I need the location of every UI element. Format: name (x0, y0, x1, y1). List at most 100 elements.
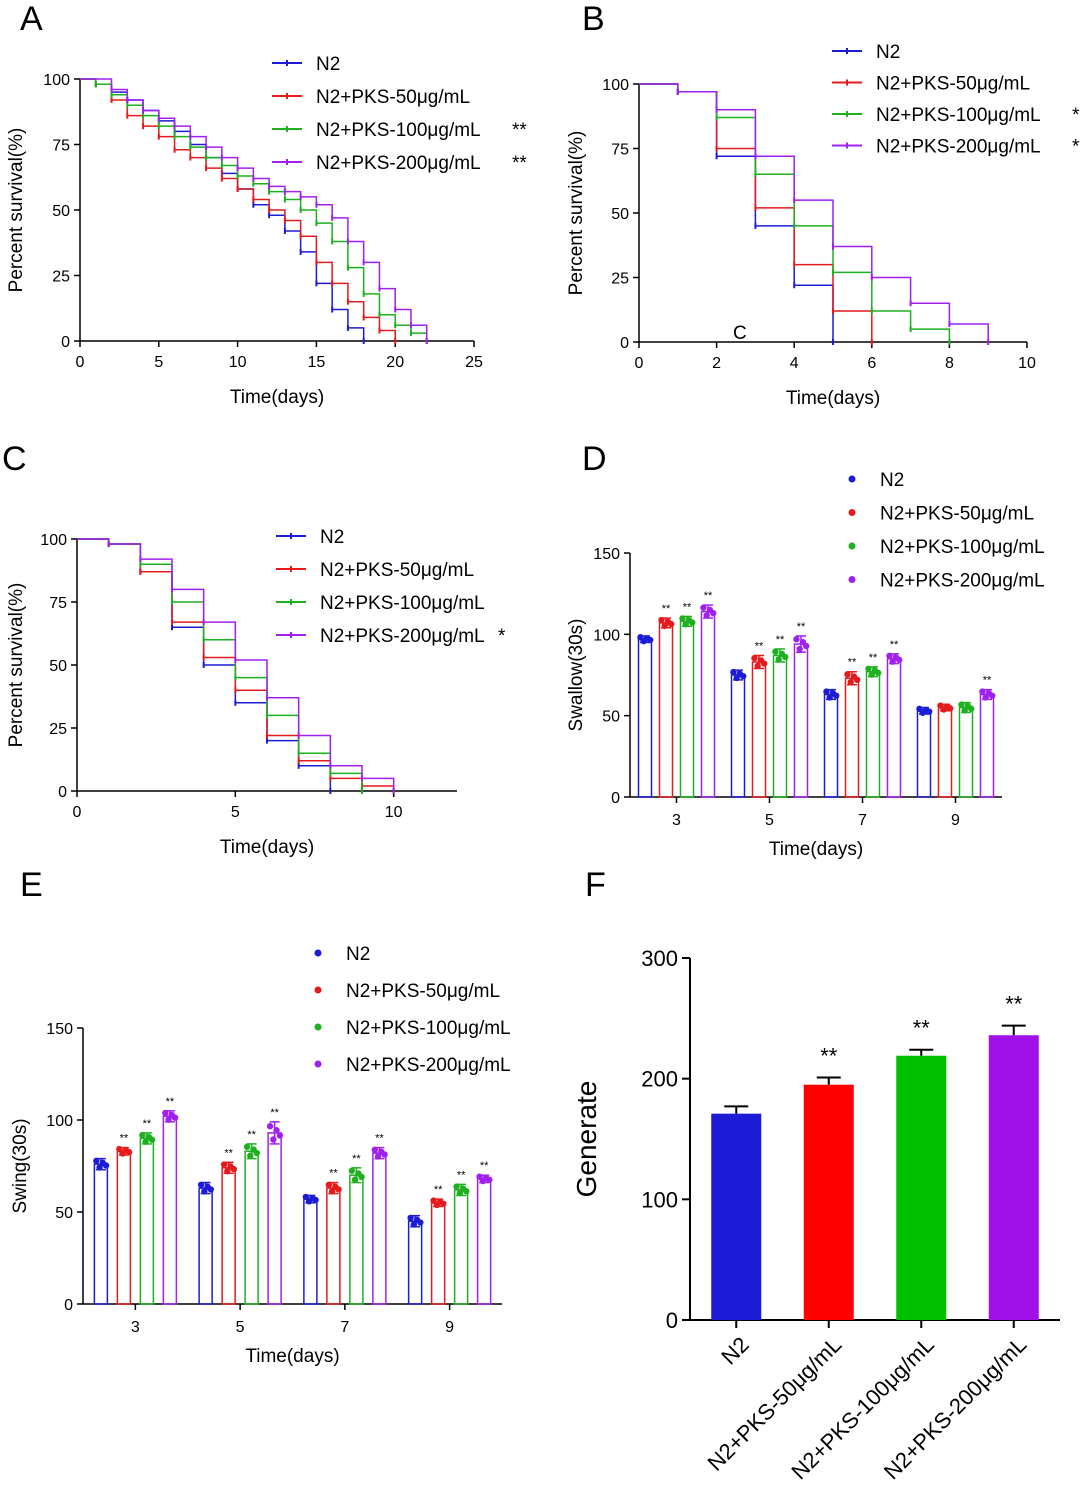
significance-label: ** (1005, 992, 1023, 1017)
data-point (312, 1196, 319, 1204)
bar (658, 622, 674, 798)
data-point (486, 1176, 493, 1183)
y-tick-label: 25 (49, 721, 67, 738)
x-tick-label: 15 (308, 354, 326, 371)
data-point (165, 1116, 172, 1123)
y-tick-label: 0 (64, 1297, 73, 1314)
y-tick-label: 50 (55, 1205, 73, 1222)
bar (793, 643, 809, 798)
x-tick-label: 0 (76, 354, 85, 371)
data-point (96, 1164, 103, 1171)
legend-marker (848, 475, 856, 483)
significance-label: ** (352, 1153, 361, 1165)
y-axis-label: Generate (571, 1081, 602, 1198)
legend-significance: * (498, 626, 506, 647)
y-tick-label: 0 (61, 334, 70, 351)
data-point (463, 1188, 470, 1195)
y-tick-label: 0 (58, 784, 67, 801)
x-tick-label: 25 (465, 354, 483, 371)
bar (886, 657, 902, 798)
significance-label: ** (434, 1184, 443, 1196)
significance-label: ** (662, 603, 671, 615)
bar (823, 693, 839, 798)
y-tick-label: 25 (52, 269, 70, 286)
x-tick-label: 10 (1018, 355, 1036, 372)
data-point (989, 692, 996, 699)
data-point (979, 688, 986, 695)
legend-significance: ** (1072, 137, 1080, 158)
data-point (782, 653, 789, 661)
survival-line-2 (80, 78, 428, 341)
bar (372, 1152, 387, 1305)
legend-label: N2+PKS-100μg/mL (346, 1018, 511, 1039)
x-tick-label: 9 (951, 812, 960, 829)
bar (267, 1132, 282, 1305)
legend-label: N2 (880, 470, 904, 491)
y-tick-label: 75 (52, 138, 70, 155)
y-tick-label: 150 (46, 1021, 73, 1038)
data-point (730, 668, 737, 676)
legend-marker (848, 509, 856, 516)
data-point (348, 1167, 356, 1174)
data-point (761, 660, 768, 667)
data-point (833, 692, 840, 699)
legend-label: N2+PKS-50μg/mL (346, 981, 500, 1002)
swing-bar-chart-e: 0 50 100 150 3 ** ** ** 5 ** ** ** 7 ** ** ** 9 ** ** ** Tim… (10, 944, 511, 1367)
data-point (847, 678, 854, 686)
significance-label: ** (797, 621, 806, 633)
legend-marker (314, 1023, 322, 1031)
significance-label: ** (224, 1147, 233, 1159)
y-tick-label: 100 (641, 1187, 678, 1212)
legend-label: N2+PKS-100μg/mL (880, 537, 1045, 558)
data-point (710, 609, 717, 617)
survival-line-3 (80, 78, 428, 341)
data-point (266, 1123, 274, 1130)
x-axis-label: Time(days) (220, 837, 314, 858)
y-axis-label: Swing(30s) (10, 1118, 31, 1213)
legend-label: N2+PKS-50μg/mL (880, 504, 1034, 525)
data-point (658, 616, 665, 624)
data-point (679, 615, 686, 622)
x-axis-label: Time(days) (769, 839, 863, 860)
data-point (926, 708, 933, 715)
x-tick-label: 5 (231, 804, 240, 821)
significance-label: ** (480, 1160, 489, 1172)
data-point (374, 1153, 382, 1160)
data-point (751, 654, 758, 662)
x-tick-label: 8 (945, 355, 954, 372)
data-point (886, 652, 893, 660)
x-tick-label: 9 (445, 1319, 454, 1336)
data-point (93, 1157, 100, 1165)
x-tick-label: 7 (858, 812, 867, 829)
data-point (772, 648, 779, 655)
data-point (171, 1114, 179, 1121)
x-axis-label: Time(days) (245, 1346, 339, 1367)
legend-label: N2+PKS-100μg/mL (316, 120, 481, 141)
legend-label: N2+PKS-200μg/mL (876, 137, 1041, 158)
legend-label: N2+PKS-50μg/mL (320, 560, 474, 581)
data-point (197, 1181, 205, 1188)
significance-label: ** (820, 1043, 838, 1068)
data-point (700, 604, 707, 611)
significance-label: ** (869, 652, 878, 664)
data-point (148, 1136, 156, 1143)
significance-label: ** (270, 1107, 279, 1119)
data-point (440, 1200, 447, 1207)
panel-label-c: C (2, 440, 27, 478)
y-tick-label: 0 (611, 790, 620, 807)
panel-label-b: B (582, 0, 605, 38)
bar (988, 1035, 1039, 1320)
data-point (844, 671, 851, 678)
significance-label: ** (776, 634, 785, 646)
x-tick-label: 5 (236, 1319, 245, 1336)
panel-label-a: A (20, 0, 43, 38)
significance-label: ** (120, 1133, 129, 1145)
legend-label: N2 (320, 527, 344, 548)
x-axis-label: Time(days) (786, 388, 880, 409)
significance-label: ** (890, 639, 899, 651)
data-point (410, 1221, 418, 1228)
legend-label: N2+PKS-200μg/mL (316, 153, 481, 174)
bar (711, 1113, 762, 1320)
data-point (854, 676, 861, 684)
